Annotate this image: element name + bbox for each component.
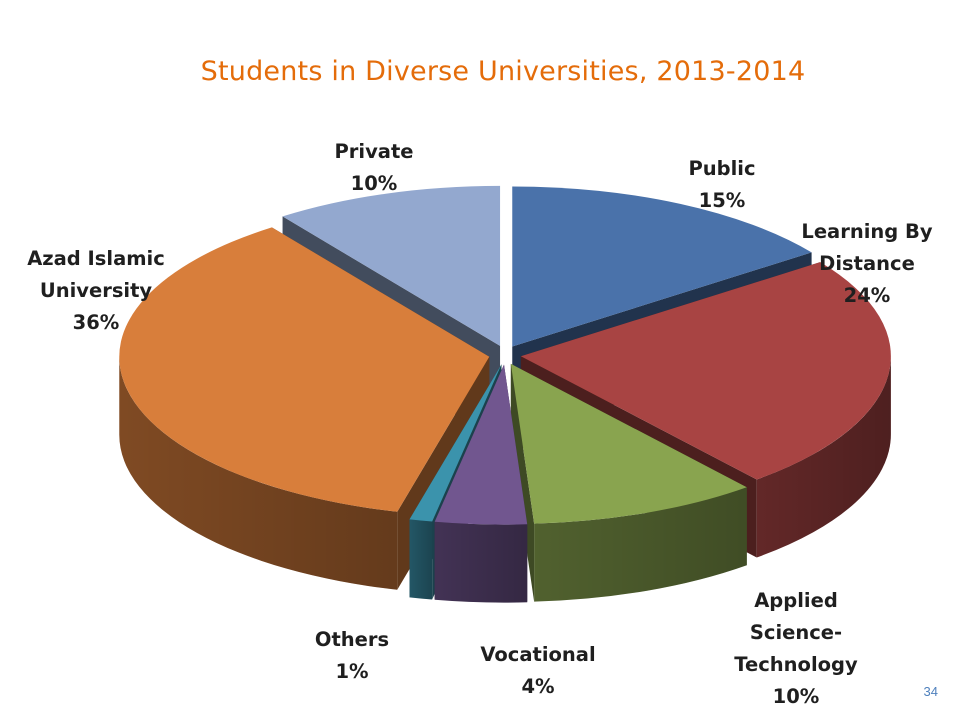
slice-label-value: 36% xyxy=(72,311,120,334)
slice-label-name: Science- xyxy=(749,621,843,644)
pie-slice-others xyxy=(409,364,502,522)
slice-label-private: Private 10% xyxy=(334,136,413,200)
slice-label-name: Distance xyxy=(819,252,915,275)
slice-label-azad-islamic-university: Azad Islamic University 36% xyxy=(27,243,165,339)
slice-label-name: Azad Islamic xyxy=(27,247,165,270)
slice-label-name: Technology xyxy=(734,653,858,676)
pie-slice-azad-islamic-university xyxy=(119,227,490,512)
pie-slice-public xyxy=(512,186,812,347)
slice-label-value: 4% xyxy=(521,675,555,698)
slice-label-public: Public 15% xyxy=(688,153,755,217)
slice-label-name: Applied xyxy=(754,589,838,612)
chart-title: Students in Diverse Universities, 2013-2… xyxy=(200,56,806,87)
slice-side-shade xyxy=(119,356,398,590)
slice-label-name: University xyxy=(39,279,153,302)
slice-label-name: Private xyxy=(334,140,414,163)
slice-label-name: Others xyxy=(314,628,390,651)
slice-label-value: 1% xyxy=(335,660,369,683)
slide-number: 34 xyxy=(923,684,938,699)
slice-label-value: 24% xyxy=(843,284,891,307)
slice-label-name: Vocational xyxy=(480,643,596,666)
slice-label-value: 10% xyxy=(772,685,820,708)
slice-label-value: 10% xyxy=(350,172,398,195)
pie-tops xyxy=(119,185,891,525)
slice-label-learning-by-distance: Learning By Distance 24% xyxy=(801,216,932,312)
slice-label-value: 15% xyxy=(698,189,746,212)
pie-slice-learning-by-distance xyxy=(520,262,891,480)
slice-side-shade xyxy=(534,487,747,602)
slice-label-name: Public xyxy=(688,157,756,180)
slice-side-shade xyxy=(434,521,528,603)
slice-label-others: Others 1% xyxy=(315,624,389,688)
slice-label-name: Learning By xyxy=(801,220,933,243)
slice-wall xyxy=(510,363,535,602)
slice-label-vocational: Vocational 4% xyxy=(480,639,595,703)
pie-slice-private xyxy=(282,185,501,346)
slice-label-applied-science-technology: Applied Science- Technology 10% xyxy=(734,585,857,713)
slice-side-shade xyxy=(409,519,433,600)
slice-side-shade xyxy=(756,356,891,558)
pie-slice-applied-science-technology xyxy=(510,363,747,524)
pie-slice-vocational xyxy=(434,364,528,525)
